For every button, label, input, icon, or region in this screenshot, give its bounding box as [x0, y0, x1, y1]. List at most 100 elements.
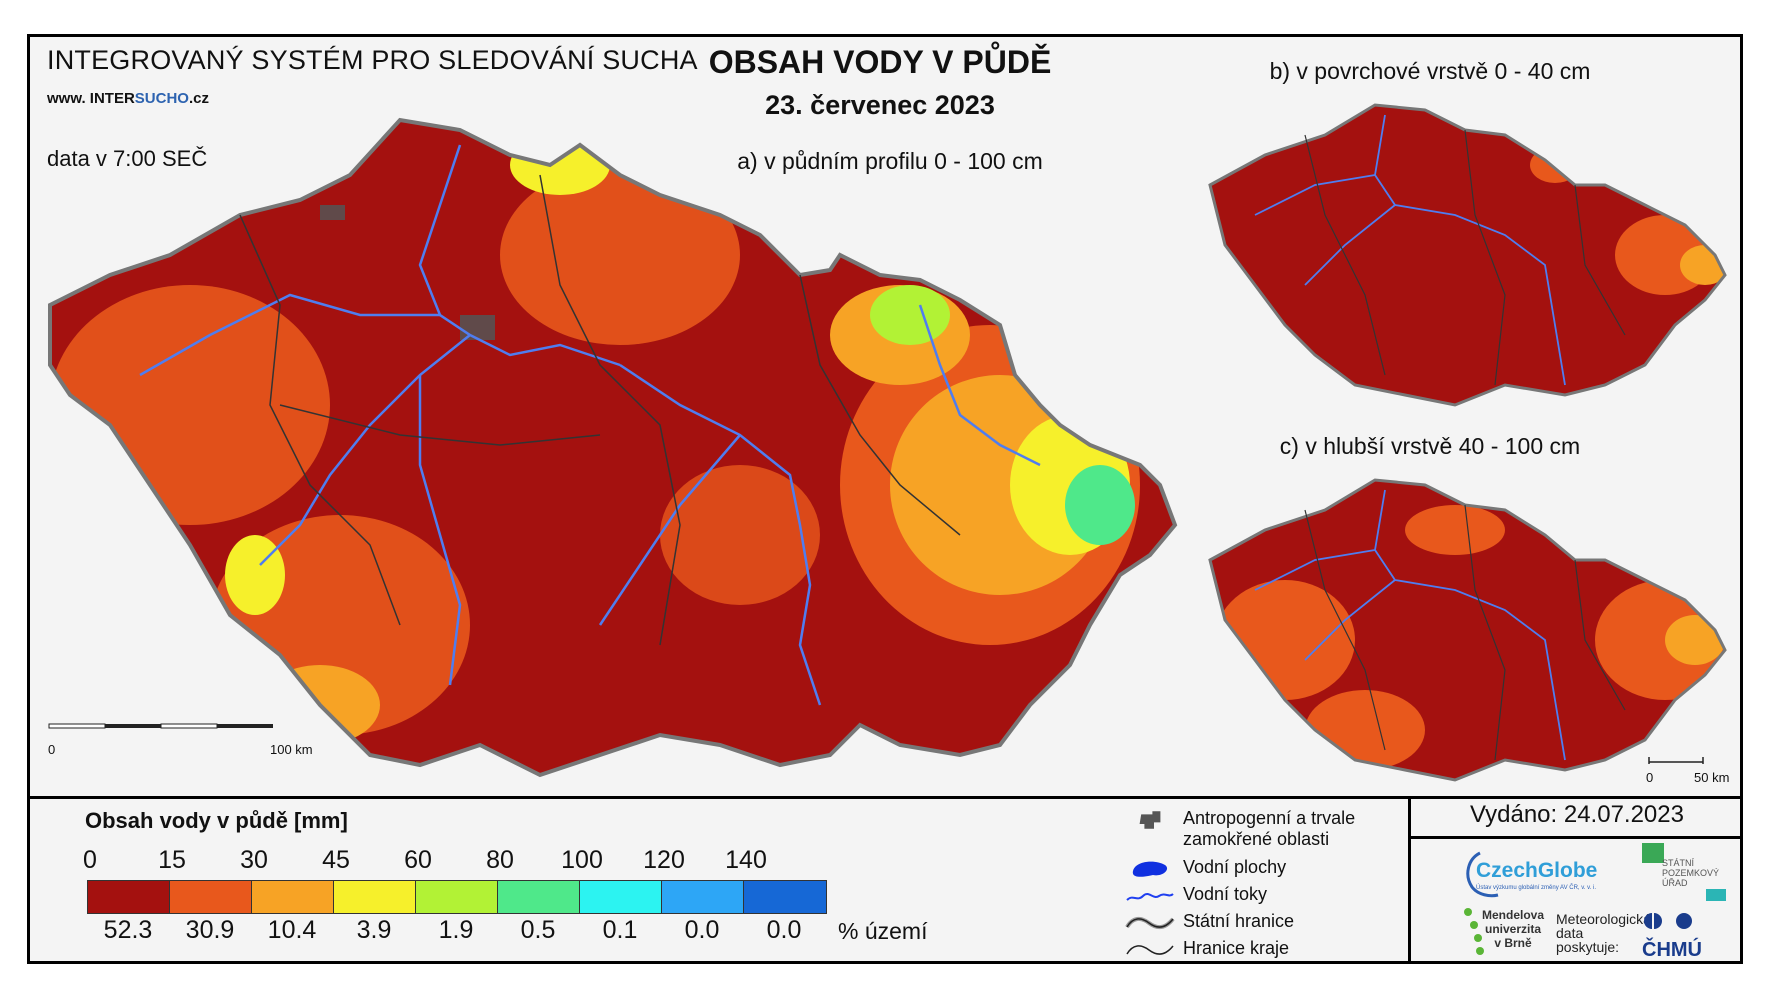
scale-bar-a: [48, 723, 273, 729]
map-c: [1208, 478, 1727, 782]
legend-percent: 0.0: [766, 916, 802, 944]
legend-swatch: [252, 881, 334, 913]
legend-swatch: [416, 881, 498, 913]
legend-swatch: [744, 881, 826, 913]
legend-swatch: [334, 881, 416, 913]
spu-logo: STÁTNÍ POZEMKOVÝ ÚŘAD: [1642, 843, 1732, 907]
czechglobe-subtext: Ústav výzkumu globální změny AV ČR, v. v…: [1476, 885, 1597, 891]
issued-divider: [1408, 836, 1743, 839]
legend-percent-unit: % území: [838, 918, 928, 944]
issued-date: Vydáno: 24.07.2023: [1470, 801, 1684, 828]
legend-divider: [27, 796, 1743, 799]
legend-percent: 10.4: [267, 916, 317, 944]
legend-tick: 80: [486, 846, 514, 874]
map-c-title: c) v hlubší vrstvě 40 - 100 cm: [1279, 433, 1581, 459]
legend-state-border: Státní hranice: [1125, 911, 1294, 935]
data-time: data v 7:00 SEČ: [47, 146, 208, 171]
scale-a-start: 0: [48, 742, 56, 757]
spu-teal-icon: [1706, 889, 1726, 901]
mendel-text-1: Mendelova: [1482, 908, 1545, 922]
legend-percent: 52.3: [103, 916, 153, 944]
legend-percent: 30.9: [185, 916, 235, 944]
rivers: [139, 144, 1041, 706]
spu-text: STÁTNÍ POZEMKOVÝ ÚŘAD: [1662, 858, 1719, 888]
website-highlight: SUCHO: [134, 90, 189, 107]
legend-tick: 45: [322, 846, 350, 874]
spu-text-2: POZEMKOVÝ: [1662, 868, 1720, 878]
stream-icon: [1126, 893, 1174, 901]
legend-percent: 0.0: [684, 916, 720, 944]
legend-swatch: [88, 881, 170, 913]
legend-tick: 30: [240, 846, 268, 874]
legend-colorbar: [87, 880, 827, 914]
map-b-title: b) v povrchové vrstvě 0 - 40 cm: [1269, 58, 1591, 84]
legend-anthropogenic: Antropogenní a trvale zamokřené oblasti: [1125, 808, 1355, 850]
mendel-logo: Mendelova univerzita v Brně: [1462, 905, 1572, 963]
scale-c-start: 0: [1646, 770, 1654, 785]
main-date: 23. červenec 2023: [765, 90, 995, 120]
scale-bar-c: [1648, 757, 1704, 764]
water-body-icon: [1132, 861, 1168, 877]
map-a-title: a) v půdním profilu 0 - 100 cm: [737, 148, 1043, 174]
legend-swatch: [662, 881, 744, 913]
meteo-text-1: Meteorologická: [1556, 911, 1651, 927]
legend-water-streams: Vodní toky: [1125, 884, 1267, 908]
legend-water-bodies: Vodní plochy: [1125, 857, 1286, 881]
legend-swatch: [580, 881, 662, 913]
meteo-text-3: poskytuje:: [1556, 939, 1620, 955]
legend-divider-vertical: [1408, 796, 1411, 964]
czechglobe-text: CzechGlobe: [1476, 859, 1598, 882]
scale-a-end: 100 km: [270, 742, 313, 757]
legend-anthropogenic-label-2: zamokřené oblasti: [1183, 829, 1330, 849]
legend-water-bodies-label: Vodní plochy: [1183, 857, 1287, 877]
mendel-text-3: v Brně: [1494, 936, 1532, 950]
legend-swatch: [498, 881, 580, 913]
legend-tick: 120: [643, 846, 685, 874]
czechglobe-icon: [1466, 851, 1499, 898]
region-borders: [239, 174, 961, 646]
legend-region-border: Hranice kraje: [1125, 938, 1289, 962]
legend-percent: 0.1: [602, 916, 638, 944]
legend-region-border-label: Hranice kraje: [1183, 938, 1290, 958]
main-title: OBSAH VODY V PŮDĚ: [708, 44, 1052, 80]
anthropogenic-area: [460, 315, 495, 340]
legend-tick: 100: [561, 846, 603, 874]
system-title: INTEGROVANÝ SYSTÉM PRO SLEDOVÁNÍ SUCHA: [47, 45, 698, 75]
legend-percent: 0.5: [520, 916, 556, 944]
spu-text-3: ÚŘAD: [1662, 878, 1688, 888]
state-border: [48, 117, 1178, 778]
legend-anthropogenic-label: Antropogenní a trvale: [1183, 808, 1356, 828]
mendel-text: Mendelova univerzita v Brně: [1482, 908, 1544, 950]
legend-percent: 3.9: [356, 916, 392, 944]
legend-tick: 140: [725, 846, 767, 874]
legend-tick: 15: [158, 846, 186, 874]
map-b: [1208, 103, 1727, 407]
website-prefix: www. INTER: [47, 90, 135, 107]
meteo-text: Meteorologická data poskytuje:: [1556, 912, 1651, 954]
legend-swatch: [170, 881, 252, 913]
chmu-text: ČHMÚ: [1642, 939, 1702, 961]
legend-percent: 1.9: [438, 916, 474, 944]
mendel-dots-icon: [1464, 908, 1484, 955]
anthropogenic-area: [320, 205, 345, 220]
legend-water-streams-label: Vodní toky: [1183, 884, 1268, 904]
spu-text-1: STÁTNÍ: [1662, 858, 1695, 868]
chmu-icon: [1644, 913, 1692, 929]
main-map: [48, 117, 1178, 778]
anthropogenic-area: [1070, 405, 1100, 425]
spu-mark-icon: [1642, 843, 1664, 863]
legend-tick: 0: [83, 846, 97, 874]
mendel-text-2: univerzita: [1485, 922, 1542, 936]
legend-title: Obsah vody v půdě [mm]: [85, 808, 348, 833]
legend-tick: 60: [404, 846, 432, 874]
legend-state-border-label: Státní hranice: [1183, 911, 1295, 931]
website-suffix: .cz: [188, 90, 209, 107]
scale-c-end: 50 km: [1694, 770, 1730, 785]
chmu-logo: ČHMÚ: [1642, 910, 1732, 961]
czechglobe-logo: CzechGlobe Ústav výzkumu globální změny …: [1460, 845, 1610, 900]
state-border-icon: [1125, 916, 1175, 930]
region-border-icon: [1126, 945, 1174, 955]
anthropogenic-icon: [1139, 811, 1161, 829]
website[interactable]: www. INTERSUCHO.cz: [47, 90, 209, 107]
meteo-text-2: data: [1556, 925, 1584, 941]
